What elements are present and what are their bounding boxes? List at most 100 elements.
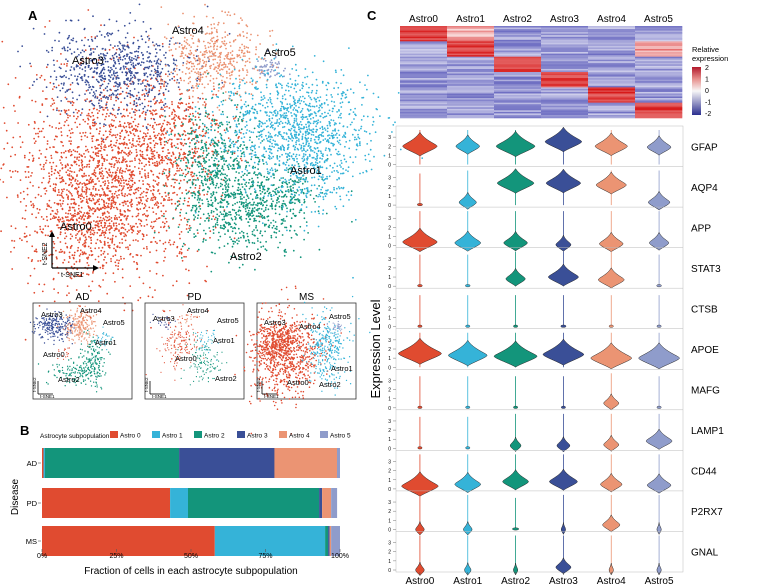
heatmap-cell <box>494 59 542 62</box>
heatmap-cell <box>494 85 542 88</box>
heatmap-cell <box>400 32 448 34</box>
heatmap-cell <box>494 82 542 85</box>
heatmap-cell <box>635 93 683 96</box>
bar-segment-pd-4 <box>322 488 331 518</box>
disease-panel-label-astro4: Astro4 <box>80 306 102 315</box>
bar-legend-swatch-1 <box>152 431 160 438</box>
heatmap-cell <box>447 93 495 96</box>
violin-gfap-astro3 <box>544 126 582 153</box>
ad-astro1-points <box>93 326 114 351</box>
violin-aqp4-astro3 <box>545 168 581 194</box>
heatmap-cell <box>588 64 636 67</box>
heatmap-cell <box>494 67 542 70</box>
heatmap-cell <box>635 102 683 105</box>
disease-panel-frame <box>144 302 245 400</box>
heatmap-cell <box>400 29 448 31</box>
heatmap-cell <box>400 50 448 53</box>
heatmap-cell <box>400 38 448 41</box>
heatmap-cell <box>635 104 683 107</box>
heatmap-cell <box>588 36 636 39</box>
heatmap-cell <box>400 113 448 116</box>
heatmap-cell <box>635 68 683 71</box>
heatmap-cell <box>494 42 542 45</box>
heatmap-cell <box>588 45 636 48</box>
heatmap-cell <box>494 44 542 47</box>
violin-ytick-label: 1 <box>388 518 391 524</box>
violin-xlabel-astro0: Astro0 <box>405 576 434 587</box>
heatmap-cell <box>447 104 495 107</box>
violin-lamp1-astro3 <box>556 435 571 453</box>
disease-panel-label-astro1: Astro1 <box>331 364 353 373</box>
heatmap-cell <box>541 61 589 64</box>
violin-ytick-label: 0 <box>388 244 391 250</box>
tsne-cluster-astro5 <box>251 54 291 78</box>
heatmap-cell <box>400 114 448 117</box>
heatmap-cell <box>494 45 542 48</box>
heatmap-cell <box>494 61 542 64</box>
heatmap-cell <box>494 79 542 82</box>
violin-gene-label-stat3: STAT3 <box>691 264 721 275</box>
heatmap-cell <box>447 111 495 114</box>
heatmap-cell <box>541 102 589 105</box>
heatmap-cell <box>494 91 542 94</box>
disease-panel-label-astro0: Astro0 <box>175 354 197 363</box>
heatmap-col-label-astro2: Astro2 <box>503 14 532 25</box>
heatmap-cell <box>588 32 636 34</box>
disease-panel-ms: MS Astro3 Astro4 Astro5 Astro1 Astro0 Astro2 t-… <box>234 285 371 435</box>
heatmap-cell <box>447 116 495 119</box>
heatmap-cell <box>494 35 542 38</box>
bar-legend-swatch-2 <box>194 431 202 438</box>
violin-cd44-astro4 <box>600 472 623 493</box>
heatmap-cell <box>494 81 542 84</box>
heatmap-cell <box>541 110 589 113</box>
heatmap-cell <box>400 52 448 54</box>
heatmap-col-label-astro5: Astro5 <box>644 14 673 25</box>
heatmap-cell <box>635 72 683 74</box>
heatmap-cell <box>635 56 683 59</box>
violin-lamp1-astro2 <box>509 436 522 453</box>
heatmap-cell <box>635 42 683 45</box>
heatmap-cell <box>447 67 495 70</box>
heatmap-cell <box>400 90 448 93</box>
violin-ytick-label: 1 <box>388 153 391 159</box>
heatmap-cell <box>588 98 636 100</box>
heatmap-cell <box>635 73 683 76</box>
violin-row-stat3: 0 1 2 3 STAT3 <box>388 247 721 290</box>
heatmap-cell <box>400 30 448 33</box>
violin-aqp4-astro1 <box>458 191 477 210</box>
heatmap-cell <box>400 26 448 28</box>
tsne-main-plot <box>0 3 424 348</box>
bar-legend-label-3: Astro 3 <box>247 433 268 440</box>
heatmap-cell <box>447 62 495 65</box>
bar-segment-ms-1 <box>214 526 326 556</box>
tsne-label-astro3: Astro3 <box>72 55 104 67</box>
heatmap-cell <box>635 81 683 84</box>
heatmap-cell <box>588 39 636 42</box>
heatmap-cell <box>494 101 542 103</box>
heatmap-cell <box>635 70 683 73</box>
violin-cd44-astro3 <box>549 468 578 491</box>
heatmap-cell <box>494 76 542 79</box>
heatmap-cell <box>588 26 636 28</box>
heatmap-cell <box>588 84 636 87</box>
violin-gene-label-cd44: CD44 <box>691 467 717 478</box>
heatmap-cell <box>588 76 636 79</box>
heatmap-cell <box>635 55 683 57</box>
heatmap-cell <box>400 47 448 50</box>
heatmap-cell <box>494 41 542 44</box>
heatmap-cell <box>447 49 495 51</box>
heatmap-cell <box>635 84 683 87</box>
heatmap-cell <box>494 102 542 105</box>
heatmap-cell <box>588 93 636 96</box>
violin-gfap-astro0 <box>402 131 438 157</box>
heatmap-cell <box>541 59 589 62</box>
heatmap-cell <box>447 32 495 34</box>
heatmap-cell <box>588 91 636 94</box>
violin-cd44-astro5 <box>646 473 672 494</box>
heatmap-col-label-astro3: Astro3 <box>550 14 579 25</box>
bar-segment-ms-2 <box>325 526 329 556</box>
tsne-cluster-astro2-points <box>163 72 267 250</box>
heatmap-cell <box>635 82 683 85</box>
heatmap-legend-tick-1: 1 <box>705 77 709 84</box>
